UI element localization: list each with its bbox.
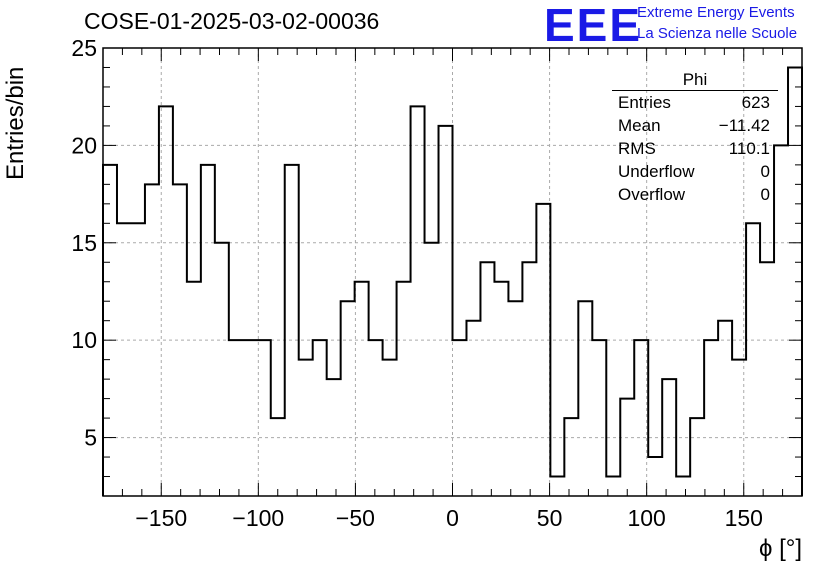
- stats-value: 623: [741, 93, 770, 112]
- x-axis-title: ϕ [°]: [758, 535, 802, 562]
- histogram-bin: [606, 477, 620, 496]
- histogram-bin: [760, 262, 774, 496]
- histogram-bin: [117, 223, 131, 496]
- histogram-bin: [215, 243, 229, 496]
- stats-row-entries: Entries 623: [612, 91, 778, 114]
- histogram-bin: [578, 301, 592, 496]
- histogram-bin: [229, 340, 243, 496]
- histogram-bin: [466, 321, 480, 496]
- histogram-bin: [341, 301, 355, 496]
- histogram-bin: [480, 262, 494, 496]
- y-tick-label: 15: [71, 230, 97, 256]
- stats-value: 110.1: [728, 139, 770, 158]
- x-tick-label: 150: [725, 505, 763, 531]
- histogram-bin: [383, 360, 397, 496]
- histogram-bin: [550, 477, 564, 496]
- histogram-bin: [313, 340, 327, 496]
- eee-logo: EEE: [544, 0, 643, 51]
- histogram-bin: [299, 360, 313, 496]
- plot-frame: [102, 47, 803, 497]
- stats-label: Underflow: [618, 162, 695, 181]
- stats-value: 0: [760, 162, 770, 181]
- histogram-bin: [397, 282, 411, 496]
- logo-line-2: La Scienza nelle Scuole: [637, 25, 798, 42]
- y-axis-title: Entries/bin: [2, 66, 29, 180]
- stats-label: Overflow: [618, 185, 686, 204]
- x-tick-label: −150: [135, 505, 187, 531]
- x-tick-label: 100: [627, 505, 665, 531]
- stats-label: Entries: [618, 93, 671, 112]
- histogram-bin: [257, 340, 271, 496]
- histogram-bin: [285, 165, 299, 496]
- histogram-bin: [508, 301, 522, 496]
- histogram-bin: [439, 126, 453, 496]
- logo-line-1: Extreme Energy Events: [637, 4, 795, 21]
- x-tick-label: 0: [446, 505, 459, 531]
- histogram-line: [102, 66, 803, 496]
- histogram-bin: [620, 399, 634, 496]
- histogram-bin: [522, 262, 536, 496]
- histogram-bin: [103, 165, 117, 496]
- x-tick-label: −50: [336, 505, 375, 531]
- histogram-bin: [201, 165, 215, 496]
- histogram-bin: [690, 418, 704, 496]
- histogram-bin: [704, 340, 718, 496]
- y-tick-label: 25: [71, 35, 97, 61]
- histogram-bin: [187, 282, 201, 496]
- histogram-bin: [131, 223, 145, 496]
- x-tick-label: −100: [232, 505, 284, 531]
- histogram-bin: [425, 243, 439, 496]
- stats-value: −11.42: [718, 116, 770, 135]
- run-title: COSE-01-2025-03-02-00036: [84, 8, 380, 34]
- stats-value: 0: [760, 185, 770, 204]
- histogram-bin: [564, 418, 578, 496]
- histogram-bin: [592, 340, 606, 496]
- stats-row-mean: Mean −11.42: [612, 114, 778, 137]
- stats-row-rms: RMS 110.1: [612, 137, 778, 160]
- histogram-bin: [648, 457, 662, 496]
- histogram-bin: [355, 282, 369, 496]
- histogram-bin: [494, 282, 508, 496]
- histogram-bin: [746, 223, 760, 496]
- stats-title: Phi: [612, 70, 778, 91]
- histogram-bin: [676, 477, 690, 496]
- y-tick-label: 10: [71, 327, 97, 353]
- histogram-bin: [369, 340, 383, 496]
- x-tick-label: 50: [537, 505, 563, 531]
- histogram-bin: [634, 340, 648, 496]
- stats-label: RMS: [618, 139, 656, 158]
- y-tick-label: 5: [84, 425, 97, 451]
- histogram-bin: [453, 340, 467, 496]
- histogram-bin: [173, 184, 187, 496]
- histogram-bin: [271, 418, 285, 496]
- stats-row-overflow: Overflow 0: [612, 183, 778, 206]
- stats-label: Mean: [618, 116, 661, 135]
- stats-row-underflow: Underflow 0: [612, 160, 778, 183]
- histogram-bin: [536, 204, 550, 496]
- histogram-bin: [243, 340, 257, 496]
- stats-box: Phi Entries 623 Mean −11.42 RMS 110.1 Un…: [612, 70, 778, 206]
- y-tick-label: 20: [71, 132, 97, 158]
- histogram-bin: [718, 321, 732, 496]
